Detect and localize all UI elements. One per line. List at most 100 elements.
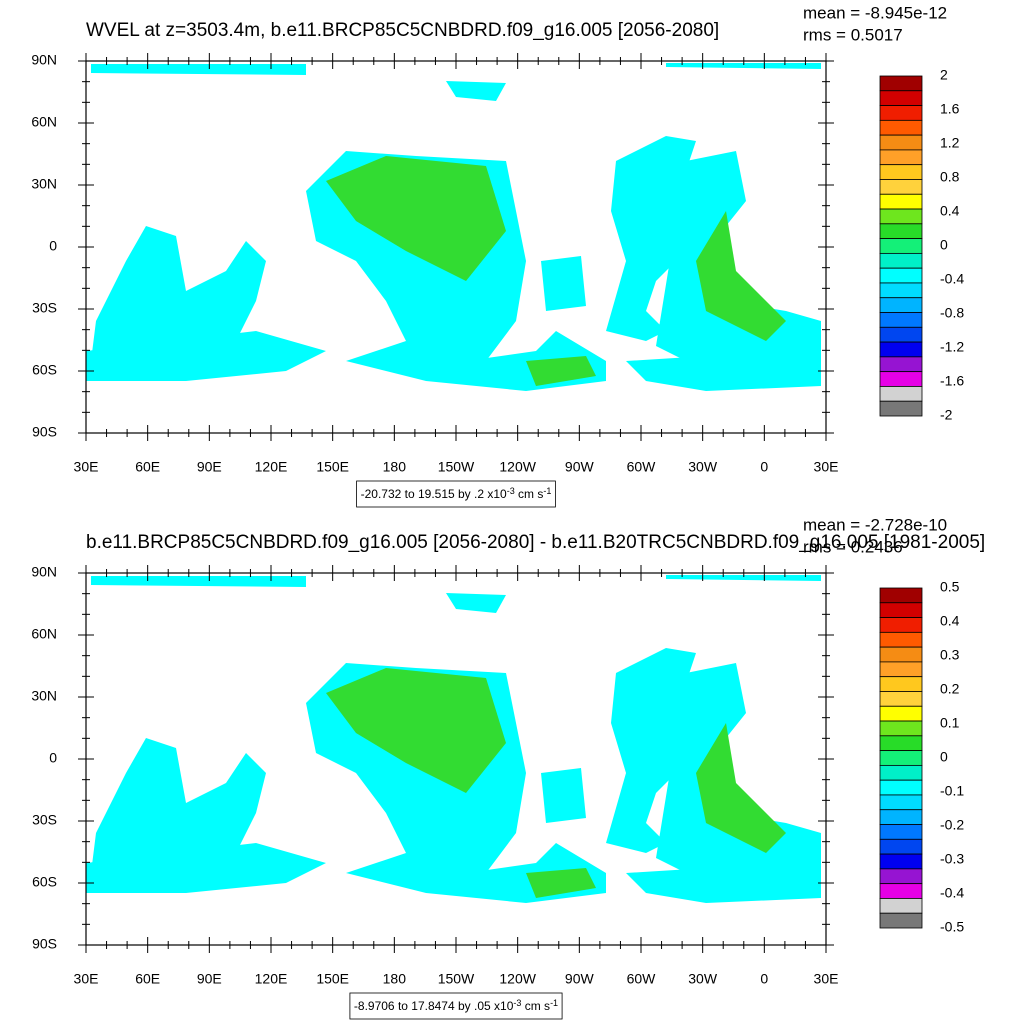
ocean-field <box>446 81 506 101</box>
colorbar-box <box>879 646 923 663</box>
ocean-field <box>606 648 706 853</box>
colorbar-label: 0 <box>940 237 948 253</box>
lat-label: 60S <box>32 874 57 890</box>
lon-label: 150W <box>438 971 475 987</box>
lat-label: 90S <box>32 424 57 440</box>
lon-label: 0 <box>760 459 768 475</box>
ocean-field <box>91 576 306 587</box>
lat-label: 0 <box>49 238 57 254</box>
map <box>78 53 834 441</box>
colorbar-box <box>879 912 923 929</box>
info-exponent: -1 <box>543 486 551 496</box>
colorbar-box <box>879 853 923 870</box>
ocean-field <box>666 63 821 69</box>
lat-label: 60N <box>31 626 57 642</box>
colorbar-box <box>879 105 923 121</box>
colorbar-box <box>879 179 923 195</box>
ocean-field <box>326 668 506 793</box>
colorbar-label: 0.3 <box>940 647 960 663</box>
colorbar-box <box>879 134 923 151</box>
colorbar-box <box>879 400 923 417</box>
lon-label: 150W <box>438 459 475 475</box>
colorbar-box <box>879 326 923 343</box>
stat-label: mean = -2.728e-10 <box>803 515 947 534</box>
lon-label: 30E <box>74 971 99 987</box>
colorbar-label: 0.2 <box>940 681 960 697</box>
colorbar-box <box>879 312 923 328</box>
lon-label: 30W <box>688 971 718 987</box>
lon-label: 30E <box>74 459 99 475</box>
colorbar-label: -0.4 <box>940 885 964 901</box>
colorbar-label: -1.6 <box>940 373 964 389</box>
colorbar-box <box>879 341 923 358</box>
lat-label: 90N <box>31 564 57 580</box>
colorbar-box <box>879 764 923 781</box>
colorbar-label: -0.8 <box>940 305 964 321</box>
info-text: -20.732 to 19.515 by .2 x10 <box>361 487 507 501</box>
lon-label: 90W <box>565 971 595 987</box>
colorbar-label: -2 <box>940 407 953 423</box>
info-text: -8.9706 to 17.8474 by .05 x10 <box>354 999 514 1013</box>
lon-label: 0 <box>760 971 768 987</box>
colorbar-label: -0.2 <box>940 817 964 833</box>
colorbar-box <box>879 898 923 914</box>
ocean-field <box>86 843 326 893</box>
colorbar-label: 0.5 <box>940 579 960 595</box>
panel-title: b.e11.BRCP85C5CNBDRD.f09_g16.005 [2056-2… <box>86 532 985 553</box>
lon-label: 60E <box>135 971 160 987</box>
colorbar-box <box>879 809 923 825</box>
lon-label: 30E <box>814 459 839 475</box>
colorbar-box <box>879 356 923 373</box>
lon-label: 180 <box>383 971 407 987</box>
ocean-field <box>541 768 586 823</box>
lon-label: 120E <box>255 971 288 987</box>
ocean-field <box>696 723 786 853</box>
colorbar-box <box>879 676 923 692</box>
lat-label: 60N <box>31 114 57 130</box>
lon-label: 90W <box>565 459 595 475</box>
ocean-field <box>626 351 821 391</box>
lon-label: 30E <box>814 971 839 987</box>
colorbar-box <box>879 252 923 269</box>
lat-label: 30S <box>32 300 57 316</box>
colorbar-box <box>879 208 923 225</box>
colorbar-box <box>879 735 923 752</box>
colorbar-box <box>879 587 923 604</box>
ocean-field <box>446 593 506 613</box>
colorbar-label: 1.2 <box>940 135 960 151</box>
stat-label: mean = -8.945e-12 <box>803 3 947 22</box>
ocean-field <box>541 256 586 311</box>
colorbar-box <box>879 824 923 840</box>
panel: WVEL at z=3503.4m, b.e11.BRCP85C5CNBDRD.… <box>31 3 964 508</box>
info-label: -8.9706 to 17.8474 by .05 x10-3 cm s-1 <box>354 998 558 1013</box>
lon-label: 30W <box>688 459 718 475</box>
lat-label: 90S <box>32 936 57 952</box>
colorbar-box <box>879 371 923 387</box>
colorbar-box <box>879 750 923 766</box>
stat-label: rms = 0.5017 <box>803 25 903 44</box>
colorbar-label: -0.1 <box>940 783 964 799</box>
lon-label: 120E <box>255 459 288 475</box>
colorbar-label: -0.3 <box>940 851 964 867</box>
colorbar-label: 1.6 <box>940 101 960 117</box>
info-label: -20.732 to 19.515 by .2 x10-3 cm s-1 <box>361 486 552 501</box>
lat-label: 30N <box>31 176 57 192</box>
ocean-field <box>526 868 596 898</box>
lat-label: 0 <box>49 750 57 766</box>
colorbar-box <box>879 164 923 180</box>
lon-label: 150E <box>316 971 349 987</box>
lat-label: 90N <box>31 52 57 68</box>
colorbar-box <box>879 631 923 648</box>
info-text: cm s <box>521 999 550 1013</box>
lat-label: 30N <box>31 688 57 704</box>
ocean-field <box>326 156 506 281</box>
colorbar-label: -1.2 <box>940 339 964 355</box>
ocean-field <box>696 211 786 341</box>
ocean-field <box>666 575 821 581</box>
colorbar-box <box>879 602 923 618</box>
colorbar-label: 0.4 <box>940 203 960 219</box>
colorbar-box <box>879 705 923 722</box>
lon-label: 120W <box>499 459 536 475</box>
colorbar-label: -0.4 <box>940 271 964 287</box>
